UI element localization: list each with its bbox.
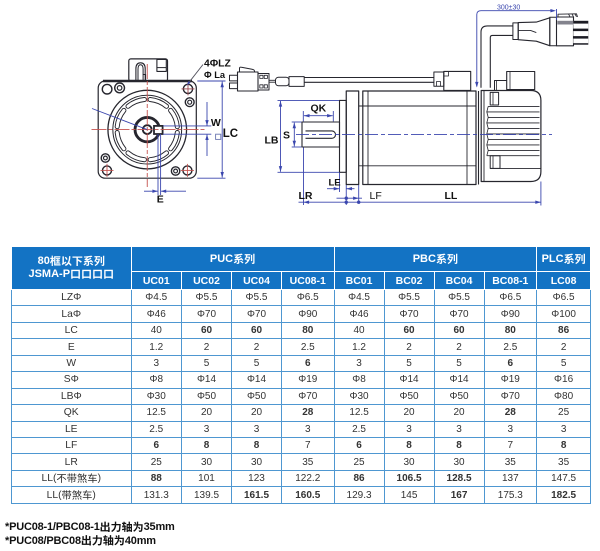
svg-text:4ΦLZ: 4ΦLZ: [204, 59, 231, 70]
svg-text:QK: QK: [311, 103, 327, 115]
svg-text:W: W: [211, 117, 221, 129]
svg-text:LL: LL: [445, 190, 458, 202]
svg-text:Φ La: Φ La: [204, 70, 226, 80]
svg-text:LC: LC: [223, 128, 238, 140]
svg-text:LB: LB: [265, 135, 279, 147]
svg-text:S: S: [283, 130, 290, 142]
svg-text:300±30: 300±30: [497, 5, 520, 12]
svg-text:LE: LE: [329, 178, 341, 189]
svg-text:E: E: [157, 194, 164, 206]
svg-text:LF: LF: [370, 190, 382, 202]
svg-text:LR: LR: [299, 190, 313, 202]
